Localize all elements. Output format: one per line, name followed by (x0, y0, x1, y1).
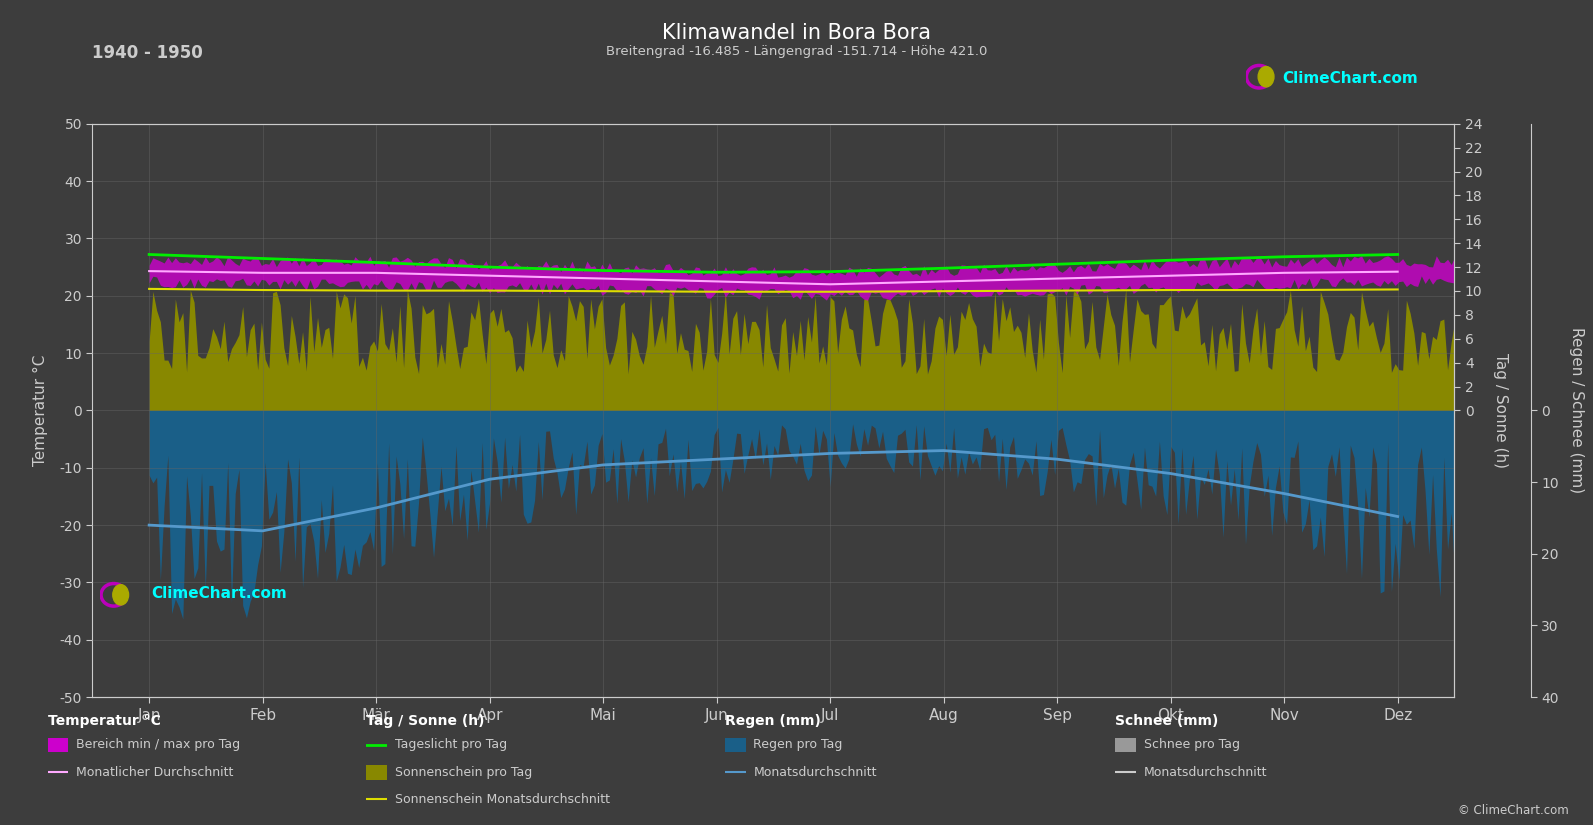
Text: ClimeChart.com: ClimeChart.com (151, 587, 287, 601)
Text: Schnee pro Tag: Schnee pro Tag (1144, 738, 1239, 752)
Text: Klimawandel in Bora Bora: Klimawandel in Bora Bora (663, 23, 930, 43)
Text: Breitengrad -16.485 - Längengrad -151.714 - Höhe 421.0: Breitengrad -16.485 - Längengrad -151.71… (605, 45, 988, 59)
Text: 1940 - 1950: 1940 - 1950 (92, 44, 204, 62)
Text: Monatlicher Durchschnitt: Monatlicher Durchschnitt (76, 766, 234, 779)
Y-axis label: Tag / Sonne (h): Tag / Sonne (h) (1493, 353, 1507, 468)
Text: Tageslicht pro Tag: Tageslicht pro Tag (395, 738, 507, 752)
Text: Regen (mm): Regen (mm) (725, 714, 820, 728)
Text: Sonnenschein pro Tag: Sonnenschein pro Tag (395, 766, 532, 779)
Text: Monatsdurchschnitt: Monatsdurchschnitt (753, 766, 878, 779)
Y-axis label: Regen / Schnee (mm): Regen / Schnee (mm) (1569, 328, 1583, 493)
Text: Tag / Sonne (h): Tag / Sonne (h) (366, 714, 484, 728)
Y-axis label: Temperatur °C: Temperatur °C (33, 355, 48, 466)
Text: Schnee (mm): Schnee (mm) (1115, 714, 1219, 728)
Text: ClimeChart.com: ClimeChart.com (1282, 71, 1418, 86)
Text: Monatsdurchschnitt: Monatsdurchschnitt (1144, 766, 1268, 779)
Text: Regen pro Tag: Regen pro Tag (753, 738, 843, 752)
Text: © ClimeChart.com: © ClimeChart.com (1458, 804, 1569, 817)
Ellipse shape (113, 585, 129, 605)
Text: Bereich min / max pro Tag: Bereich min / max pro Tag (76, 738, 241, 752)
Ellipse shape (1258, 67, 1274, 87)
Text: Temperatur °C: Temperatur °C (48, 714, 161, 728)
Text: Sonnenschein Monatsdurchschnitt: Sonnenschein Monatsdurchschnitt (395, 793, 610, 806)
